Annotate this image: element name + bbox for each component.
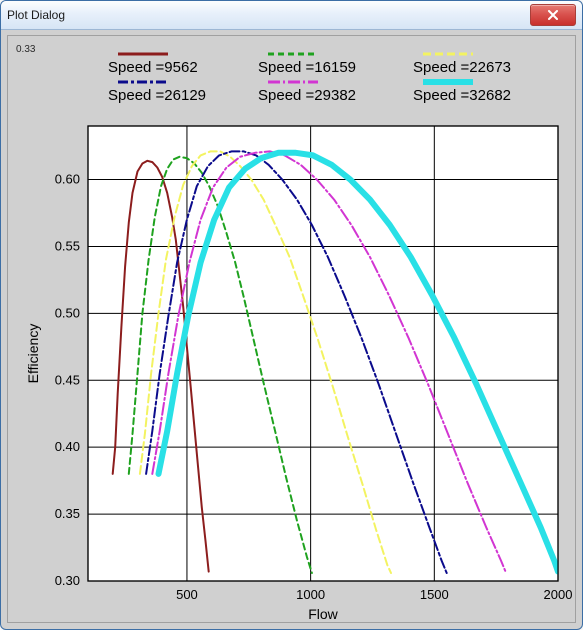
x-tick-label: 1000 <box>296 587 325 602</box>
y-tick-label: 0.40 <box>55 439 80 454</box>
y-tick-label: 0.55 <box>55 238 80 253</box>
y-tick-label: 0.35 <box>55 506 80 521</box>
close-icon <box>547 10 559 20</box>
legend-label: Speed =22673 <box>413 59 511 76</box>
legend-label: Speed =29382 <box>258 87 356 104</box>
x-axis-title: Flow <box>308 606 338 622</box>
x-tick-label: 2000 <box>544 587 573 602</box>
y-tick-label: 0.50 <box>55 305 80 320</box>
y-axis-title: Efficiency <box>25 324 41 384</box>
titlebar[interactable]: Plot Dialog <box>1 1 582 30</box>
window-title: Plot Dialog <box>7 8 65 22</box>
client-area: 0.33 Speed =9562Speed =16159Speed =22673… <box>7 35 576 623</box>
y-tick-label: 0.45 <box>55 372 80 387</box>
plot-container: Speed =9562 Speed =16159 Speed =22673 Speed… <box>8 36 575 622</box>
y-tick-label: 0.30 <box>55 573 80 588</box>
close-button[interactable] <box>530 4 576 26</box>
plot-svg: Speed =9562 Speed =16159 Speed =22673 Speed… <box>8 36 577 624</box>
legend-label: Speed =26129 <box>108 87 206 104</box>
x-tick-label: 500 <box>176 587 198 602</box>
legend-label: Speed =9562 <box>108 59 198 76</box>
dialog-window: Plot Dialog 0.33 Speed =9562Speed =16159… <box>0 0 583 630</box>
legend-label: Speed =32682 <box>413 87 511 104</box>
x-tick-label: 1500 <box>420 587 449 602</box>
y-tick-label: 0.60 <box>55 172 80 187</box>
legend-label: Speed =16159 <box>258 59 356 76</box>
